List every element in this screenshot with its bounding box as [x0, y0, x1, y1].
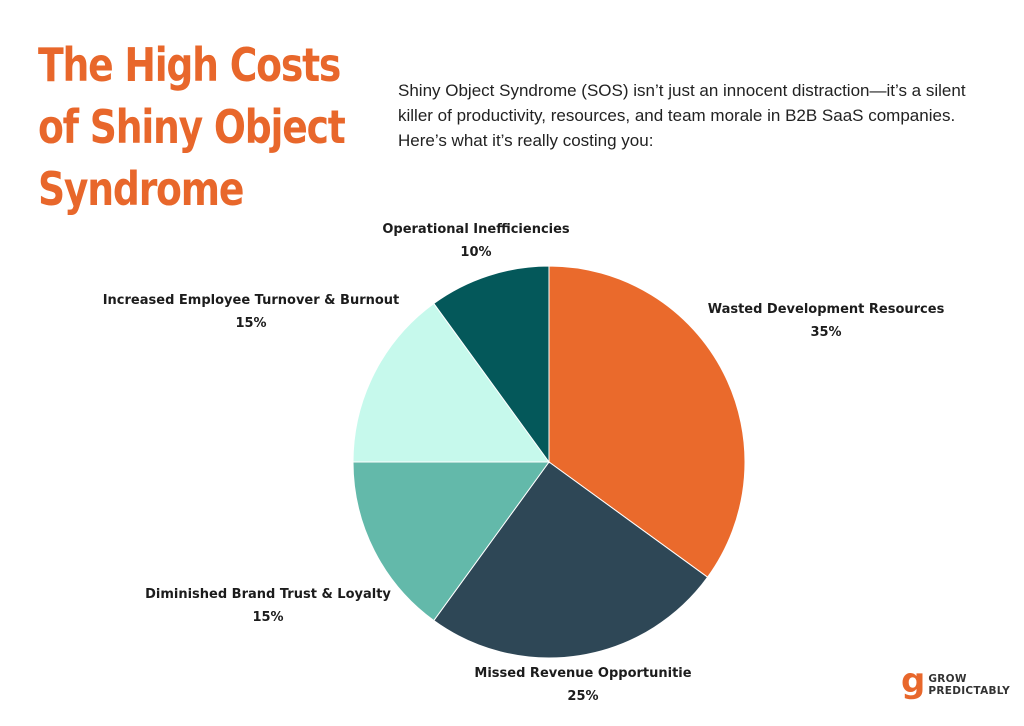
- title-line-3: Syndrome: [38, 162, 244, 216]
- grow-predictably-logo: g GROW PREDICTABLY: [901, 664, 1010, 698]
- slice-label-value: 15%: [235, 316, 267, 331]
- logo-mark: g: [901, 661, 926, 701]
- slice-label-text: Diminished Brand Trust & Loyalty: [145, 587, 391, 602]
- page-title: The High Costs of Shiny Object Syndrome: [38, 34, 346, 220]
- slice-label-diminished-brand-trust: Diminished Brand Trust & Loyalty 15%: [145, 583, 391, 629]
- slice-label-value: 10%: [460, 245, 492, 260]
- slice-label-wasted-development: Wasted Development Resources 35%: [708, 298, 945, 344]
- title-line-1: The High Costs: [38, 38, 341, 92]
- slice-label-value: 15%: [252, 610, 284, 625]
- slice-label-text: Wasted Development Resources: [707, 302, 945, 317]
- logo-wordmark: GROW PREDICTABLY: [928, 673, 1010, 697]
- intro-text: Shiny Object Syndrome (SOS) isn’t just a…: [398, 81, 966, 150]
- logo-line-2: PREDICTABLY: [928, 685, 1011, 697]
- slice-label-value: 25%: [567, 689, 599, 704]
- pie-slice-3: [352, 302, 550, 463]
- slice-label-text: Increased Employee Turnover & Burnout: [102, 293, 400, 308]
- pie-slice-1: [433, 461, 709, 659]
- slice-label-text: Operational Inefficiencies: [382, 222, 570, 237]
- title-line-2: of Shiny Object: [38, 100, 346, 154]
- slice-label-value: 35%: [810, 325, 842, 340]
- slice-label-missed-revenue: Missed Revenue Opportunitie 25%: [474, 662, 691, 708]
- pie-slice-2: [352, 461, 550, 622]
- pie-slice-0: [548, 265, 746, 578]
- slice-label-employee-turnover: Increased Employee Turnover & Burnout 15…: [103, 289, 400, 335]
- logo-line-1: GROW: [928, 673, 967, 685]
- slice-label-operational-inefficiencies: Operational Inefficiencies 10%: [382, 218, 569, 264]
- pie-slice-4: [433, 265, 550, 464]
- slice-label-text: Missed Revenue Opportunitie: [474, 666, 692, 681]
